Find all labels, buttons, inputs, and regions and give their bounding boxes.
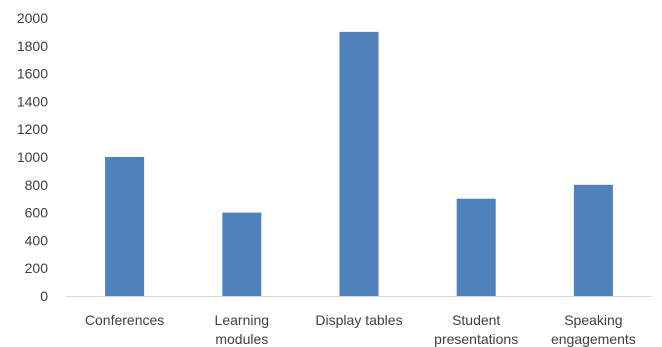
x-axis-category-labels: Conferences Learning modules Display tables… [85,312,636,347]
y-tick-label: 1000 [17,149,48,165]
y-tick-label: 1600 [17,66,48,82]
bar [222,212,262,296]
x-category-label-line: Learning [215,312,270,328]
x-category-label-line: engagements [551,331,636,347]
y-tick-label: 0 [40,288,48,304]
y-tick-label: 1800 [17,38,48,54]
y-tick-label: 600 [25,205,49,221]
y-tick-label: 200 [25,260,49,276]
x-category-label-line: Speaking [564,312,622,328]
x-category-label: Speaking engagements [551,312,636,347]
y-axis-tick-labels: 0 200 400 600 800 1000 1200 1400 1600 1800 2000 [17,10,48,304]
x-category-label: Student presentations [434,312,518,347]
x-category-label-line: Student [452,312,500,328]
x-category-label: Conferences [85,312,164,328]
x-category-label: Display tables [315,312,402,328]
bar [105,157,145,296]
bar [339,31,379,297]
x-category-label-line: Display tables [315,312,402,328]
x-category-label: Learning modules [215,312,270,347]
x-category-label-line: presentations [434,331,518,347]
y-tick-label: 2000 [17,10,48,26]
bar [573,184,613,296]
y-tick-label: 1200 [17,121,48,137]
y-tick-label: 800 [25,177,49,193]
bars [105,31,613,297]
y-tick-label: 400 [25,232,49,248]
bar [456,198,496,296]
y-tick-label: 1400 [17,93,48,109]
x-category-label-line: Conferences [85,312,164,328]
x-category-label-line: modules [215,331,268,347]
